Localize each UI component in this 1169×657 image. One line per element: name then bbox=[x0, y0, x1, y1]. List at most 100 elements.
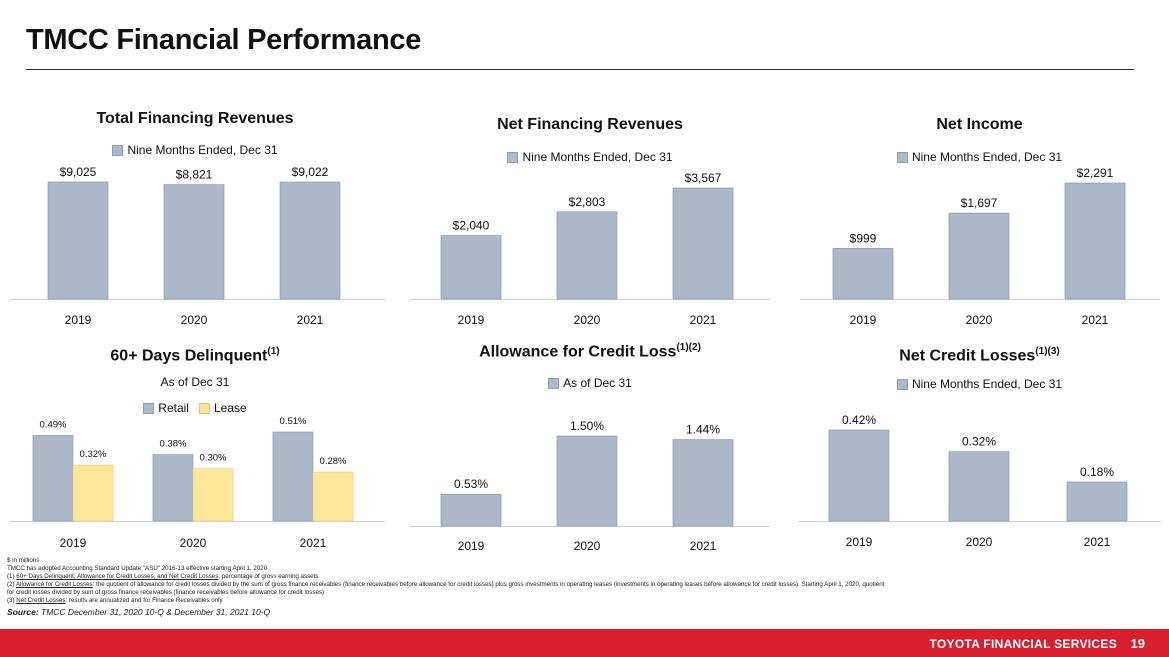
page-number: 19 bbox=[1130, 636, 1145, 651]
data-label: 0.38% bbox=[160, 439, 187, 450]
data-label: $1,697 bbox=[961, 196, 998, 210]
footer-bar: TOYOTA FINANCIAL SERVICES 19 bbox=[0, 629, 1169, 657]
x-tick-label: 2021 bbox=[690, 539, 717, 553]
data-label: 0.53% bbox=[454, 477, 488, 491]
data-label: 0.42% bbox=[842, 413, 876, 427]
x-tick-label: 2021 bbox=[1084, 535, 1111, 549]
data-label: $3,567 bbox=[685, 171, 722, 185]
page-title: TMCC Financial Performance bbox=[26, 24, 422, 56]
chart-legend: As of Dec 31 bbox=[400, 376, 780, 390]
bar bbox=[948, 212, 1010, 300]
x-tick-label: 2019 bbox=[65, 313, 92, 327]
x-tick-label: 2019 bbox=[458, 539, 485, 553]
legend-swatch bbox=[896, 151, 908, 163]
legend-item-retail: Retail bbox=[143, 401, 189, 415]
footnote-1: (1) 60+ Days Delinquent, Allowance for C… bbox=[7, 573, 319, 581]
data-label: 1.50% bbox=[570, 419, 604, 433]
bar bbox=[672, 187, 734, 300]
legend-label: Lease bbox=[213, 401, 247, 415]
legend-swatch bbox=[112, 144, 124, 156]
legend-item: As of Dec 31 bbox=[548, 376, 632, 390]
x-tick-label: 2020 bbox=[966, 313, 993, 327]
bar-lease bbox=[192, 468, 234, 522]
chart-title: Allowance for Credit Loss(1)(2) bbox=[479, 342, 701, 361]
legend-label: Nine Months Ended, Dec 31 bbox=[911, 150, 1063, 164]
x-tick-label: 2020 bbox=[966, 535, 993, 549]
bar bbox=[1064, 182, 1126, 300]
x-tick-label: 2019 bbox=[60, 536, 87, 550]
x-tick-label: 2021 bbox=[297, 313, 324, 327]
footnote-2: (2) Allowance for Credit Losses: the quo… bbox=[7, 581, 885, 589]
bar bbox=[440, 493, 502, 527]
chart-plot: 0.42% 0.32% 0.18% 2019 2020 2021 bbox=[798, 413, 1161, 549]
chart-legend: Nine Months Ended, Dec 31 bbox=[792, 150, 1167, 164]
bar bbox=[163, 184, 225, 300]
chart-legend: Nine Months Ended, Dec 31 bbox=[0, 143, 390, 157]
x-tick-label: 2019 bbox=[850, 313, 877, 327]
data-label: 0.32% bbox=[962, 435, 996, 449]
x-tick-label: 2020 bbox=[574, 313, 601, 327]
legend-item: Nine Months Ended, Dec 31 bbox=[896, 150, 1063, 164]
chart-net-credit-losses: Net Credit Losses(1)(3) Nine Months Ende… bbox=[792, 340, 1167, 555]
chart-legend: Nine Months Ended, Dec 31 bbox=[400, 150, 780, 164]
data-label: $2,291 bbox=[1077, 166, 1114, 180]
data-label: $9,025 bbox=[60, 165, 97, 179]
title-divider bbox=[26, 69, 1134, 70]
bar bbox=[672, 439, 734, 527]
footnote-2-cont: for credit losses divided by sum of gros… bbox=[7, 589, 325, 597]
x-tick-label: 2019 bbox=[458, 313, 485, 327]
bar bbox=[1066, 481, 1128, 522]
chart-net-income: Net Income Nine Months Ended, Dec 31 $99… bbox=[792, 100, 1167, 335]
bar bbox=[556, 435, 618, 527]
footnote-asu: TMCC has adopted Accounting Standard Upd… bbox=[7, 565, 268, 573]
legend-label: Retail bbox=[158, 401, 189, 415]
x-tick-label: 2021 bbox=[1082, 313, 1109, 327]
bar-retail bbox=[32, 435, 74, 522]
data-label: $9,022 bbox=[292, 165, 329, 179]
bar bbox=[832, 248, 894, 300]
footer-brand: TOYOTA FINANCIAL SERVICES bbox=[929, 637, 1117, 651]
footnote-3: (3) Net Credit Losses: results are annua… bbox=[7, 597, 223, 605]
bar bbox=[440, 235, 502, 300]
chart-title: Total Financing Revenues bbox=[96, 110, 294, 127]
chart-plot: 0.53% 1.50% 1.44% 2019 2020 2021 bbox=[410, 419, 770, 553]
chart-allowance-for-credit-loss: Allowance for Credit Loss(1)(2) As of De… bbox=[400, 340, 780, 555]
legend-swatch bbox=[548, 377, 560, 389]
data-label: $2,040 bbox=[453, 219, 490, 233]
x-tick-label: 2021 bbox=[300, 536, 327, 550]
footnote-units: $ in millions bbox=[7, 557, 40, 564]
data-label: $2,803 bbox=[569, 195, 606, 209]
chart-title: Net Income bbox=[936, 116, 1023, 133]
data-label: 0.51% bbox=[280, 416, 307, 427]
data-label: 0.30% bbox=[200, 453, 227, 464]
x-tick-label: 2020 bbox=[574, 539, 601, 553]
data-label: 0.49% bbox=[40, 419, 67, 430]
legend-item: Nine Months Ended, Dec 31 bbox=[112, 143, 278, 157]
chart-plot: $999 $1,697 $2,291 2019 2020 2021 bbox=[800, 166, 1160, 327]
chart-60-days-delinquent: 60+ Days Delinquent(1) As of Dec 31 Reta… bbox=[0, 340, 390, 555]
legend-label: As of Dec 31 bbox=[563, 376, 632, 390]
bar bbox=[279, 181, 341, 300]
legend-swatch bbox=[896, 378, 908, 390]
chart-legend: Nine Months Ended, Dec 31 bbox=[792, 377, 1167, 391]
legend-swatch bbox=[143, 402, 155, 414]
bar-lease bbox=[72, 464, 114, 522]
data-label: 0.28% bbox=[320, 456, 347, 467]
bar-retail bbox=[152, 454, 194, 522]
data-label: $8,821 bbox=[176, 168, 213, 182]
x-tick-label: 2021 bbox=[690, 313, 717, 327]
chart-net-financing-revenues: Net Financing Revenues Nine Months Ended… bbox=[400, 100, 780, 335]
legend-swatch bbox=[507, 151, 519, 163]
bar-lease bbox=[312, 471, 354, 522]
footnotes: $ in millions TMCC has adopted Accountin… bbox=[7, 557, 1157, 618]
legend-label: Nine Months Ended, Dec 31 bbox=[911, 377, 1063, 391]
data-label: $999 bbox=[850, 231, 877, 245]
data-label: 0.18% bbox=[1080, 465, 1114, 479]
legend-label: Nine Months Ended, Dec 31 bbox=[127, 143, 278, 157]
chart-title: 60+ Days Delinquent(1) bbox=[110, 346, 280, 365]
legend-item-lease: Lease bbox=[198, 401, 247, 415]
chart-title: Net Credit Losses(1)(3) bbox=[899, 346, 1060, 365]
x-tick-label: 2020 bbox=[180, 536, 207, 550]
chart-plot: $2,040 $2,803 $3,567 2019 2020 2021 bbox=[410, 171, 770, 327]
legend-swatch bbox=[198, 402, 210, 414]
